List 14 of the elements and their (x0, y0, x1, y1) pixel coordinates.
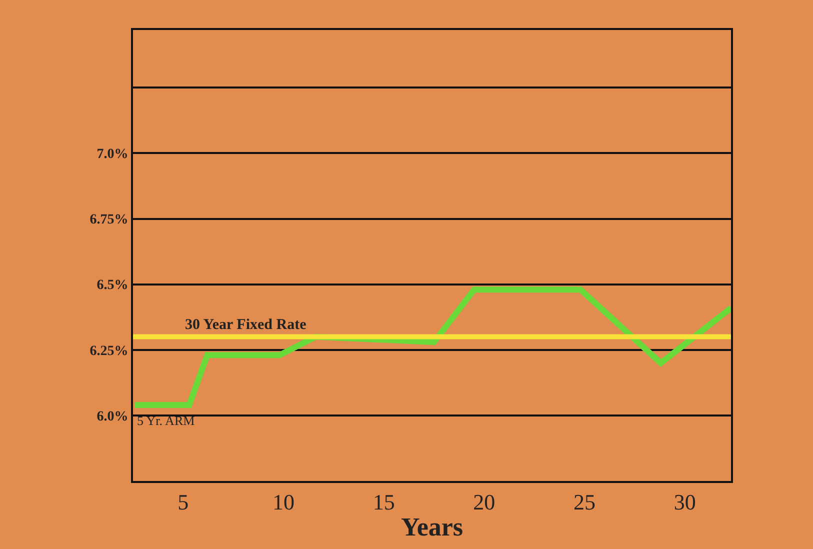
series-label: 5 Yr. ARM (137, 413, 196, 428)
y-tick-label: 6.75% (90, 212, 128, 228)
y-tick-label: 6.0% (96, 409, 128, 424)
x-tick-label: 10 (272, 489, 294, 514)
x-axis-title: Years (400, 512, 464, 542)
x-tick-label: 25 (574, 489, 596, 514)
x-tick-label: 20 (473, 489, 496, 514)
y-tick-label: 6.25% (90, 344, 128, 359)
ref-line-label: 30 Year Fixed Rate (185, 317, 307, 333)
y-tick-label: 6.5% (96, 278, 128, 294)
x-tick-label: 15 (372, 489, 395, 514)
x-tick-label: 30 (674, 489, 696, 514)
x-tick-label: 5 (178, 489, 189, 514)
y-tick-label: 7.0% (96, 147, 128, 162)
